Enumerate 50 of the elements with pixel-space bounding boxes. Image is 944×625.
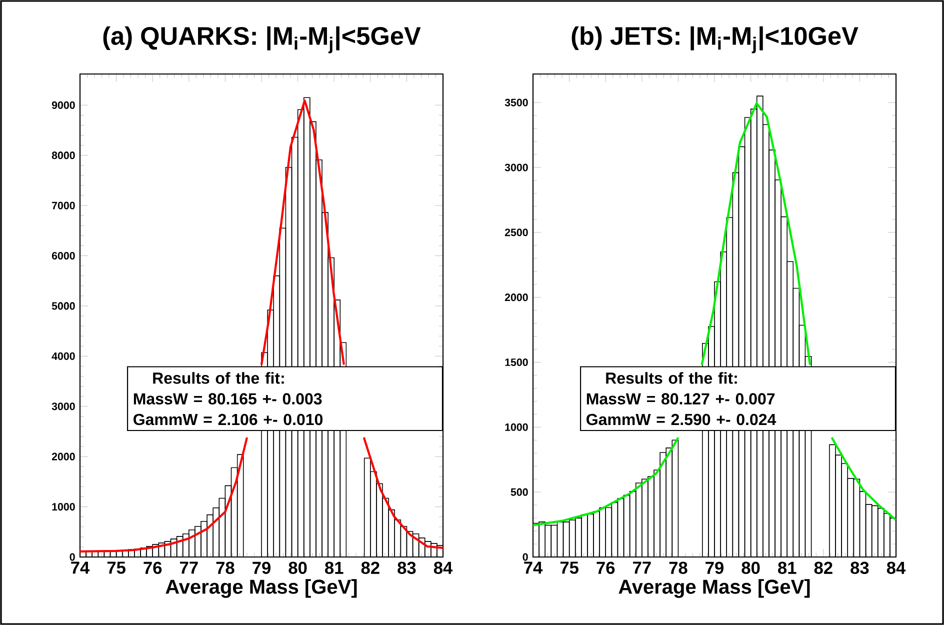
x-tick-label: 79 [706, 562, 724, 574]
y-tick-label: 3500 [504, 98, 528, 106]
annotation: GammW = 2.106 +- 0.010 [134, 414, 323, 426]
annotation: Results of the fit: [153, 372, 284, 384]
y-tick-label: 500 [510, 488, 528, 496]
x-axis-title: Average Mass [GeV] [166, 579, 357, 598]
x-tick-label: 81 [778, 562, 796, 574]
y-tick-label: 0 [522, 553, 528, 561]
x-tick-label: 77 [633, 562, 651, 574]
x-tick-label: 76 [144, 562, 162, 574]
y-tick-label: 3000 [52, 402, 75, 410]
y-tick-label: 7000 [52, 202, 75, 210]
y-tick-label: 2000 [504, 294, 528, 302]
x-tick-label: 82 [361, 562, 380, 574]
annotation: GammW = 2.590 +- 0.024 [586, 414, 776, 426]
x-tick-label: 74 [524, 562, 543, 574]
x-tick-label: 83 [850, 562, 869, 574]
y-tick-label: 4000 [52, 352, 75, 360]
chart-title: (a) QUARKS: |M$_{i}$-M$_{j}$|<5GeV [103, 26, 421, 54]
x-tick-label: 74 [71, 562, 90, 574]
y-tick-label: 1500 [505, 358, 528, 366]
x-axis-title: Average Mass [GeV] [618, 579, 810, 598]
x-tick-label: 75 [560, 562, 578, 574]
y-tick-label: 1000 [505, 423, 528, 431]
x-tick-label: 78 [669, 562, 688, 574]
annotation: Results of the fit: [606, 372, 737, 384]
chart-title: (b) JETS: |M$_{i}$-M$_{j}$|<10GeV [572, 26, 858, 54]
annotation: MassW = 80.165 +- 0.003 [134, 393, 322, 405]
y-tick-label: 3000 [504, 164, 528, 172]
x-tick-label: 84 [886, 562, 906, 574]
x-tick-label: 80 [288, 562, 307, 574]
x-tick-label: 83 [398, 562, 416, 574]
x-tick-label: 77 [180, 562, 198, 574]
y-tick-label: 9000 [52, 101, 75, 109]
y-tick-label: 2000 [52, 452, 75, 460]
y-tick-label: 1000 [52, 503, 75, 511]
x-tick-label: 84 [434, 562, 453, 574]
x-tick-label: 80 [742, 562, 760, 574]
x-tick-label: 79 [252, 562, 270, 574]
y-tick-label: 8000 [52, 152, 75, 160]
x-tick-label: 78 [216, 562, 234, 574]
y-tick-label: 2500 [504, 228, 528, 236]
x-tick-label: 76 [596, 562, 615, 574]
y-tick-label: 0 [70, 553, 75, 561]
x-tick-label: 75 [107, 562, 126, 574]
x-tick-label: 82 [814, 562, 832, 574]
annotation: MassW = 80.127 +- 0.007 [586, 393, 775, 404]
y-tick-label: 5000 [52, 302, 75, 310]
y-tick-label: 6000 [52, 252, 75, 260]
x-tick-label: 81 [325, 562, 344, 574]
